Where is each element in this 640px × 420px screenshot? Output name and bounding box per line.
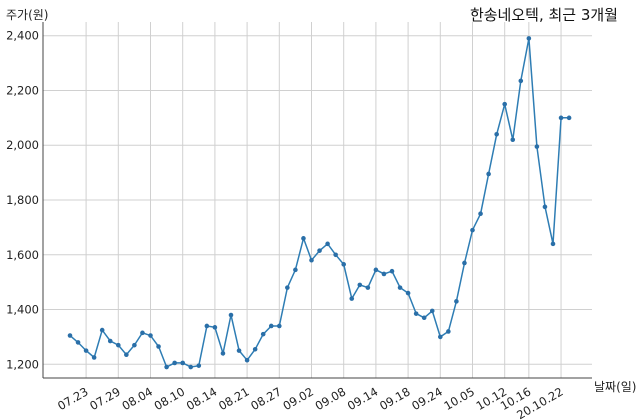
data-point [502,101,508,107]
data-point [446,329,451,334]
price-series [67,36,572,370]
data-point [220,351,226,356]
y-tick-label: 2,200 [6,83,39,97]
y-tick-label: 2,000 [6,138,39,152]
data-point [212,325,218,330]
data-point [518,78,524,84]
x-tick-label: 08.27 [248,384,284,413]
data-point [526,36,532,41]
data-point [116,342,121,348]
data-point [244,357,250,363]
x-tick-label: 09.02 [280,384,316,413]
grid-layer [43,22,592,378]
data-point [494,131,499,137]
data-point [558,115,564,121]
data-point [454,299,459,304]
x-tick-label: 09.08 [313,384,349,413]
data-point [309,257,314,263]
data-point [83,348,89,353]
data-point [293,267,298,273]
data-point [99,327,105,333]
x-tick-label: 07.29 [87,384,123,413]
data-point [180,360,185,366]
x-tick-label: 09.24 [409,384,445,413]
data-point [164,364,169,370]
data-point [349,296,355,301]
y-tick-label: 1,600 [6,248,39,262]
data-point [196,363,202,368]
data-point [478,211,483,216]
data-point [188,364,194,370]
data-point [317,248,322,253]
data-point [421,315,427,321]
data-point [236,348,242,353]
y-tick-label: 1,800 [6,193,39,207]
x-tick-label: 10.05 [441,384,477,413]
data-point [268,323,274,329]
data-point [429,308,435,314]
x-tick-label: 08.10 [152,384,188,413]
data-point [365,285,371,290]
data-point [260,331,266,337]
data-point [156,344,161,349]
y-tick-label: 1,200 [6,357,39,371]
data-point [510,137,516,143]
x-tick-label: 09.18 [377,384,413,413]
x-axis-label: 날짜(일) [594,380,637,394]
data-point [107,338,113,344]
data-point [148,333,153,338]
y-tick-label: 1,400 [6,303,39,317]
data-point [285,285,290,290]
data-point [228,312,234,318]
data-point [486,171,491,177]
data-point [91,355,97,360]
data-point [67,333,73,338]
data-point [389,268,395,274]
data-point [252,346,258,352]
data-point [542,204,548,210]
data-point [140,330,145,336]
data-point [75,340,81,345]
x-tick-label: 08.14 [184,384,220,413]
axis-layer: 1,200 1,400 1,600 1,800 2,000 2,200 2,400 07.23… [6,22,592,420]
data-point [301,236,306,241]
data-point [341,262,347,267]
data-point [381,271,387,277]
data-point [132,342,137,348]
data-point [373,267,379,273]
data-point [462,260,467,266]
data-point [405,290,411,296]
data-point [357,282,363,288]
data-point [277,323,282,329]
data-point [397,285,403,290]
x-tick-label: 09.14 [345,384,381,413]
data-point [413,311,419,316]
data-point [470,227,475,233]
data-point [566,115,572,121]
y-axis-label: 주가(원) [6,8,49,22]
x-tick-label: 07.23 [55,384,91,413]
data-point [333,252,338,258]
data-point [172,360,177,366]
data-point [550,241,556,247]
data-point [204,323,210,329]
x-tick-label: 08.21 [216,384,252,413]
chart-title: 한송네오텍, 최근 3개월 [469,6,618,24]
data-point [438,334,443,340]
x-tick-label: 08.04 [119,384,155,413]
data-point [325,241,330,247]
data-point [124,352,129,358]
y-tick-label: 2,400 [6,29,39,43]
series-line [69,38,570,369]
data-point [534,144,540,149]
